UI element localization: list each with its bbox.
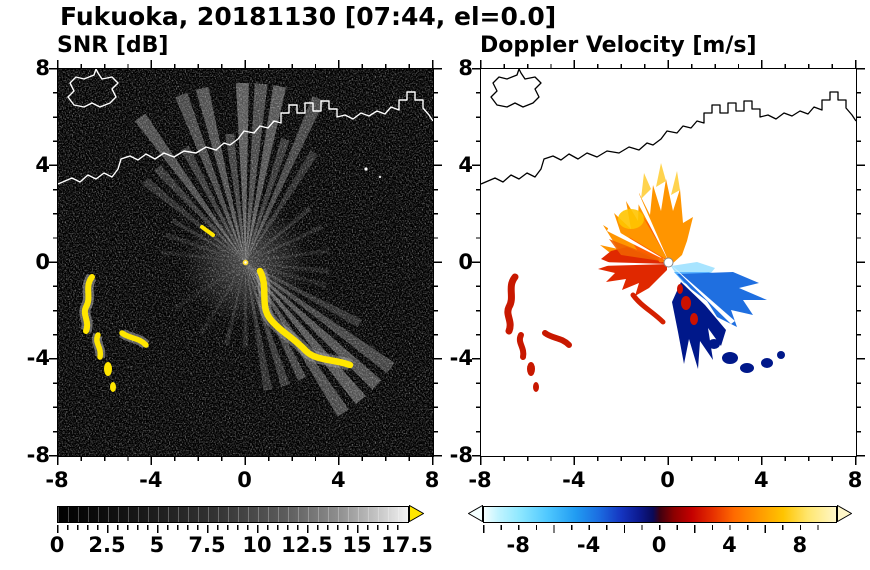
doppler-right-major-ticks bbox=[856, 68, 865, 457]
beam-shadow-slivers bbox=[600, 187, 735, 324]
snr-cbar-label: 5 bbox=[149, 533, 165, 557]
radar-center-dot bbox=[658, 257, 674, 268]
red-blob bbox=[527, 362, 535, 376]
high-snr-echoes bbox=[79, 167, 382, 392]
doppler-cbar-label: -8 bbox=[506, 533, 530, 557]
snr-cbar-label: 12.5 bbox=[281, 533, 333, 557]
radar-center-dot bbox=[242, 259, 249, 266]
doppler-colorbar-major-ticks bbox=[483, 525, 835, 533]
doppler-plot-canvas bbox=[481, 69, 856, 456]
red-hook-echoes bbox=[504, 273, 572, 360]
snr-colorbar-major-ticks bbox=[57, 525, 407, 533]
orange-red-wedge bbox=[609, 239, 668, 262]
doppler-right-minor-ticks bbox=[856, 68, 861, 457]
doppler-panel-label: Doppler Velocity [m/s] bbox=[480, 33, 757, 58]
mid-blue-lobe bbox=[677, 272, 767, 327]
x-tick-label: -4 bbox=[562, 468, 586, 492]
x-tick-label: 0 bbox=[660, 468, 675, 492]
x-tick-label: 4 bbox=[753, 468, 769, 492]
y-tick-label: -8 bbox=[449, 443, 473, 467]
y-tick-label: 8 bbox=[458, 56, 473, 80]
doppler-colorbar-gradient bbox=[483, 506, 837, 523]
snr-colorbar-gradient bbox=[57, 506, 409, 523]
red-arc-blobs bbox=[677, 284, 698, 325]
x-tick-label: -4 bbox=[139, 468, 163, 492]
snr-overflow-arrow bbox=[409, 505, 424, 522]
snr-cbar-label: 2.5 bbox=[88, 533, 126, 557]
y-tick-label: 4 bbox=[458, 153, 473, 177]
y-tick-label: -8 bbox=[26, 443, 50, 467]
coastline bbox=[58, 69, 433, 185]
x-tick-label: 4 bbox=[330, 468, 346, 492]
x-tick-label: -8 bbox=[45, 468, 69, 492]
y-tick-label: 8 bbox=[35, 56, 50, 80]
doppler-positive-arrow bbox=[837, 505, 852, 522]
coastline bbox=[481, 69, 856, 185]
x-tick-label: -8 bbox=[468, 468, 492, 492]
doppler-cbar-label: -4 bbox=[576, 533, 601, 557]
figure-title: Fukuoka, 20181130 [07:44, el=0.0] bbox=[60, 2, 557, 31]
x-tick-label: 8 bbox=[424, 468, 440, 492]
snr-cbar-label: 10 bbox=[242, 533, 272, 557]
snr-plot bbox=[49, 60, 442, 465]
snr-plot-canvas bbox=[58, 69, 433, 456]
snr-bottom-major-ticks bbox=[57, 456, 434, 465]
x-tick-label: 0 bbox=[237, 468, 252, 492]
snr-colorbar-minor-ticks bbox=[57, 525, 407, 530]
snr-cbar-label: 7.5 bbox=[188, 533, 226, 557]
doppler-bottom-major-ticks bbox=[480, 456, 857, 465]
x-tick-label: 8 bbox=[847, 468, 863, 492]
snr-cbar-label: 17.5 bbox=[381, 533, 433, 557]
yellow-fringe-spikes bbox=[641, 163, 680, 199]
snr-bottom-minor-ticks bbox=[57, 456, 434, 461]
doppler-top-major-ticks bbox=[480, 60, 857, 69]
snr-colorbar: 0 2.5 5 7.5 10 12.5 15 17.5 bbox=[50, 505, 433, 557]
doppler-cbar-label: 4 bbox=[722, 533, 737, 557]
y-tick-label: 4 bbox=[35, 153, 50, 177]
snr-panel-label: SNR [dB] bbox=[57, 33, 169, 58]
snr-top-major-ticks bbox=[57, 60, 434, 69]
red-arc-streak bbox=[630, 292, 666, 325]
doppler-left-major-ticks bbox=[472, 68, 481, 457]
y-tick-label: 0 bbox=[35, 250, 50, 274]
snr-cbar-label: 15 bbox=[342, 533, 372, 557]
navy-arc-blobs bbox=[693, 323, 785, 373]
doppler-echo bbox=[504, 163, 785, 392]
red-blob bbox=[533, 382, 539, 392]
doppler-plot bbox=[472, 60, 865, 465]
snr-cbar-label: 0 bbox=[49, 533, 65, 557]
y-tick-label: 0 bbox=[458, 250, 473, 274]
doppler-colorbar-minor-ticks bbox=[483, 525, 835, 530]
doppler-cbar-label: 0 bbox=[651, 533, 667, 557]
y-tick-label: -4 bbox=[26, 346, 50, 370]
doppler-colorbar: -8 -4 0 4 8 bbox=[468, 505, 852, 557]
yellow-patch bbox=[618, 209, 644, 229]
doppler-cbar-label: 8 bbox=[792, 533, 808, 557]
doppler-bottom-minor-ticks bbox=[480, 456, 857, 461]
doppler-negative-arrow bbox=[468, 505, 483, 522]
snr-left-major-ticks bbox=[49, 68, 58, 457]
deep-orange-streaks bbox=[629, 217, 669, 261]
y-tick-label: -4 bbox=[449, 346, 473, 370]
